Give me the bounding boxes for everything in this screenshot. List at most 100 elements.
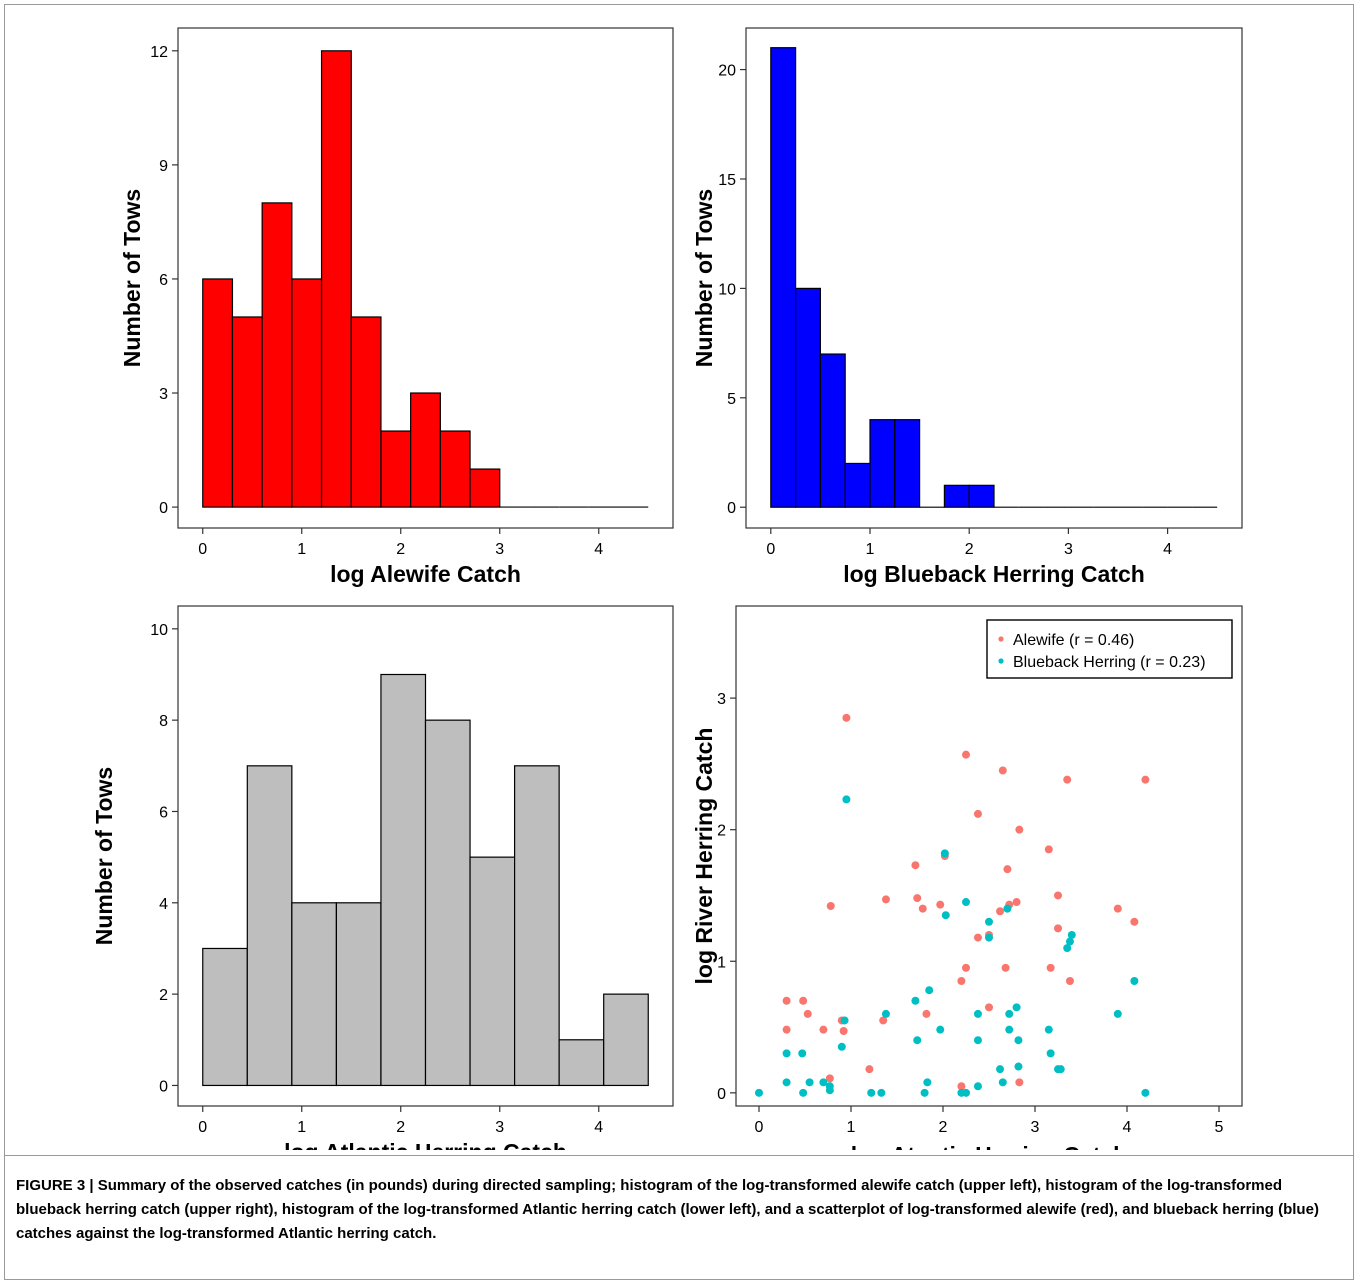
river-herring-scatter-point-blueback xyxy=(782,1078,791,1087)
river-herring-scatter-point-alewife xyxy=(1001,963,1010,972)
figure-frame xyxy=(4,4,1354,1280)
river-herring-scatter-point-alewife xyxy=(1003,865,1012,874)
river-herring-scatter-point-alewife xyxy=(881,895,890,904)
alewife-hist-x-axis-title: log Alewife Catch xyxy=(330,561,521,587)
alewife-hist-y-tick-label: 9 xyxy=(159,158,168,175)
river-herring-scatter-legend-label: Blueback Herring (r = 0.23) xyxy=(1013,654,1206,671)
river-herring-scatter-point-alewife xyxy=(973,933,982,942)
river-herring-scatter-point-blueback xyxy=(805,1078,814,1087)
alewife-hist-x-tick-label: 4 xyxy=(594,541,603,558)
river-herring-scatter-y-axis-title: log River Herring Catch xyxy=(691,728,717,985)
river-herring-scatter-x-tick-label: 4 xyxy=(1123,1119,1132,1136)
atlantic-hist-y-tick-label: 10 xyxy=(150,622,168,639)
river-herring-scatter-point-alewife xyxy=(1113,904,1122,913)
blueback-hist-y-axis-title: Number of Tows xyxy=(691,189,717,367)
river-herring-scatter-point-blueback xyxy=(973,1082,982,1091)
alewife-hist-panel-border xyxy=(177,27,674,529)
river-herring-scatter-y-tick-label: 2 xyxy=(717,823,726,840)
river-herring-scatter-point-alewife xyxy=(996,907,1005,916)
river-herring-scatter-point-blueback xyxy=(840,1016,849,1025)
blueback-hist-bar xyxy=(869,419,896,508)
river-herring-scatter-legend-key xyxy=(998,636,1004,642)
river-herring-scatter-point-blueback xyxy=(923,1078,932,1087)
river-herring-scatter-point-blueback xyxy=(1113,1009,1122,1018)
alewife-hist-y-axis-title: Number of Tows xyxy=(119,189,145,367)
blueback-hist-bar xyxy=(894,419,921,508)
blueback-hist-y-tick-label: 5 xyxy=(727,391,736,408)
river-herring-scatter-point-alewife xyxy=(962,750,970,759)
alewife-hist-x-tick-label: 2 xyxy=(396,541,405,558)
river-herring-scatter-point-alewife xyxy=(936,900,945,909)
river-herring-scatter-point-alewife xyxy=(1046,963,1055,972)
river-herring-scatter-x-tick-label: 0 xyxy=(755,1119,764,1136)
alewife-hist-y-tick-label: 0 xyxy=(159,500,168,517)
river-herring-scatter-y-tick-label: 1 xyxy=(717,954,726,971)
river-herring-scatter-legend-label: Alewife (r = 0.46) xyxy=(1013,632,1134,649)
alewife-hist-bar xyxy=(350,316,382,508)
atlantic-hist-bar xyxy=(291,902,338,1087)
river-herring-scatter-point-alewife xyxy=(799,996,808,1005)
river-herring-scatter-point-blueback xyxy=(755,1088,763,1097)
river-herring-scatter-x-tick-label: 1 xyxy=(847,1119,856,1136)
river-herring-scatter-point-blueback xyxy=(940,849,949,858)
river-herring-scatter-point-blueback xyxy=(973,1036,982,1045)
atlantic-hist-bar xyxy=(469,856,516,1087)
river-herring-scatter-point-alewife xyxy=(879,1016,888,1025)
blueback-hist-y-tick-label: 20 xyxy=(718,63,736,80)
river-herring-scatter-point-blueback xyxy=(920,1088,929,1097)
river-herring-scatter-y-tick-label: 0 xyxy=(717,1086,726,1103)
river-herring-scatter-point-alewife xyxy=(1054,891,1062,900)
atlantic-hist-y-axis-title: Number of Tows xyxy=(91,767,117,945)
alewife-hist-bar xyxy=(261,202,293,508)
river-herring-scatter-point-alewife xyxy=(1065,977,1074,985)
alewife-hist-y-tick-label: 12 xyxy=(150,44,168,61)
river-herring-scatter-point-alewife xyxy=(839,1027,848,1035)
alewife-hist-bar xyxy=(469,468,501,508)
river-herring-scatter-point-alewife xyxy=(957,977,966,985)
river-herring-scatter-point-blueback xyxy=(925,986,934,995)
river-herring-scatter-point-blueback xyxy=(881,1009,890,1018)
blueback-hist-bar xyxy=(968,484,995,508)
river-herring-scatter-point-blueback xyxy=(1005,1009,1014,1018)
blueback-hist-x-tick-label: 4 xyxy=(1163,541,1172,558)
alewife-hist-bar xyxy=(231,316,263,508)
alewife-hist-x-tick-label: 3 xyxy=(495,541,504,558)
alewife-hist-y-tick-label: 6 xyxy=(159,272,168,289)
river-herring-scatter-point-blueback xyxy=(1056,1065,1065,1074)
atlantic-hist-panel-border xyxy=(177,605,674,1107)
river-herring-scatter-point-blueback xyxy=(1012,1003,1021,1012)
atlantic-hist-x-tick-label: 2 xyxy=(396,1119,405,1136)
alewife-hist-bar xyxy=(320,50,352,508)
atlantic-hist-y-tick-label: 2 xyxy=(159,987,168,1004)
river-herring-scatter-point-alewife xyxy=(922,1009,931,1018)
blueback-hist-x-tick-label: 0 xyxy=(766,541,775,558)
river-herring-scatter-point-alewife xyxy=(842,713,851,722)
river-herring-scatter-point-blueback xyxy=(985,933,993,942)
river-herring-scatter-point-blueback xyxy=(941,911,950,920)
river-herring-scatter-point-alewife xyxy=(985,1003,993,1012)
river-herring-scatter-point-alewife xyxy=(998,766,1007,775)
alewife-hist-bar xyxy=(410,392,441,508)
river-herring-scatter-point-blueback xyxy=(985,917,993,926)
river-herring-scatter-x-tick-label: 5 xyxy=(1215,1119,1224,1136)
alewife-hist-bar xyxy=(202,278,234,508)
river-herring-scatter-point-blueback xyxy=(837,1042,846,1051)
atlantic-hist-y-tick-label: 0 xyxy=(159,1078,168,1095)
caption-label: FIGURE 3 | xyxy=(16,1177,94,1194)
river-herring-scatter-point-alewife xyxy=(819,1025,828,1034)
river-herring-scatter-point-blueback xyxy=(782,1049,791,1058)
river-herring-scatter-point-blueback xyxy=(1014,1036,1023,1045)
river-herring-scatter-point-alewife xyxy=(1044,845,1053,854)
river-herring-scatter-point-blueback xyxy=(1065,937,1074,946)
atlantic-hist-bar xyxy=(513,765,560,1087)
river-herring-scatter-point-blueback xyxy=(877,1088,886,1097)
river-herring-scatter-point-alewife xyxy=(957,1082,966,1091)
atlantic-hist-bar xyxy=(424,719,471,1087)
river-herring-scatter-point-blueback xyxy=(1014,1062,1023,1071)
river-herring-scatter-point-blueback xyxy=(825,1082,834,1091)
atlantic-hist-y-tick-label: 8 xyxy=(159,713,168,730)
river-herring-scatter-point-blueback xyxy=(819,1078,828,1087)
river-herring-scatter-point-alewife xyxy=(782,996,791,1005)
river-herring-scatter-point-alewife xyxy=(1141,775,1150,784)
alewife-hist-bar xyxy=(439,430,471,508)
